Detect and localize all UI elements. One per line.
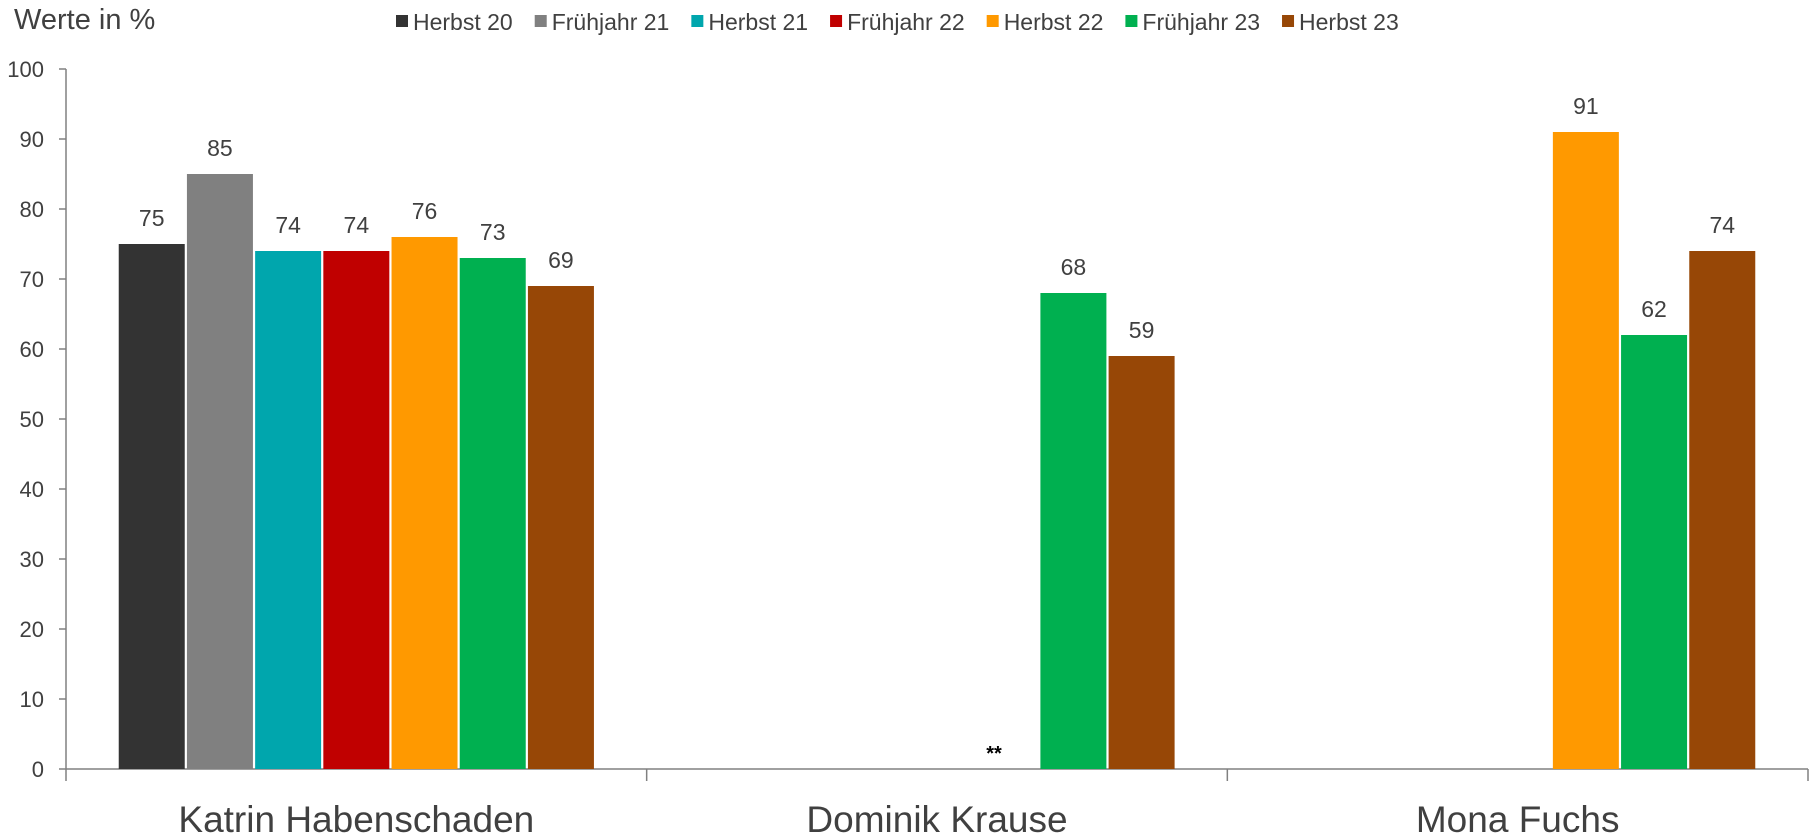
data-label: 75 [139,205,165,231]
y-tick-label: 20 [20,617,44,642]
y-tick-label: 90 [20,127,44,152]
legend-label: Frühjahr 22 [847,9,965,35]
y-tick-label: 100 [7,57,44,82]
data-label: 91 [1573,93,1599,119]
x-category-label: Dominik Krause [806,799,1067,840]
y-tick-label: 60 [20,337,44,362]
bar [459,258,526,769]
legend-swatch [534,15,547,27]
legend-item: Herbst 23 [1282,9,1399,35]
bar [527,286,594,769]
y-tick-label: 10 [20,687,44,712]
bar [1552,132,1619,769]
y-tick-label: 70 [20,267,44,292]
data-label: 59 [1129,317,1155,343]
data-label: 74 [344,212,370,238]
bar [186,174,253,769]
bar [255,251,322,769]
data-label: 73 [480,219,506,245]
y-tick-label: 80 [20,197,44,222]
legend-item: Frühjahr 22 [830,9,965,35]
annotations: ** [986,743,1002,765]
legend-item: Frühjahr 23 [1125,9,1260,35]
legend-item: Herbst 22 [986,9,1104,35]
y-axis: 0 10 20 30 40 50 60 70 80 90 100 [7,57,67,782]
x-category-label: Katrin Habenschaden [178,799,534,840]
legend-item: Frühjahr 21 [534,9,670,35]
bars [118,132,1756,769]
data-label: 68 [1061,254,1087,280]
data-label: 85 [207,135,233,161]
legend-item: Herbst 21 [691,9,808,35]
data-label: 76 [412,198,438,224]
bar [1108,356,1175,769]
bar [1040,293,1107,769]
legend-label: Herbst 21 [708,9,808,35]
annotation: ** [986,743,1002,765]
y-tick-label: 30 [20,547,44,572]
legend-swatch [1125,15,1138,27]
bar [118,244,185,769]
x-category-label: Mona Fuchs [1416,799,1620,840]
y-tick-label: 0 [32,757,44,782]
legend: Herbst 20 Frühjahr 21 Herbst 21 Frühjahr 22… [396,9,1399,35]
bar [323,251,390,769]
legend-swatch [396,15,408,27]
data-label: 69 [548,247,574,273]
x-axis: Katrin Habenschaden Dominik Krause Mona Fu… [65,768,1809,840]
legend-swatch [830,15,843,27]
bar [391,237,458,769]
data-label: 74 [275,212,301,238]
y-tick-label: 40 [20,477,44,502]
unit-label: Werte in % [14,4,155,36]
data-label: 74 [1709,212,1735,238]
legend-swatch [691,15,704,27]
bar [1689,251,1756,769]
data-labels: 75 85 74 74 76 91 73 68 62 69 59 74 [139,93,1735,343]
data-label: 62 [1641,296,1667,322]
legend-item: Herbst 20 [396,9,513,35]
legend-swatch [1282,15,1295,27]
legend-label: Herbst 20 [413,9,513,35]
bar [1621,335,1688,769]
legend-label: Frühjahr 23 [1142,9,1260,35]
legend-swatch [986,15,999,27]
legend-label: Herbst 22 [1004,9,1104,35]
legend-label: Frühjahr 21 [552,9,670,35]
legend-label: Herbst 23 [1299,9,1399,35]
y-tick-label: 50 [20,407,44,432]
